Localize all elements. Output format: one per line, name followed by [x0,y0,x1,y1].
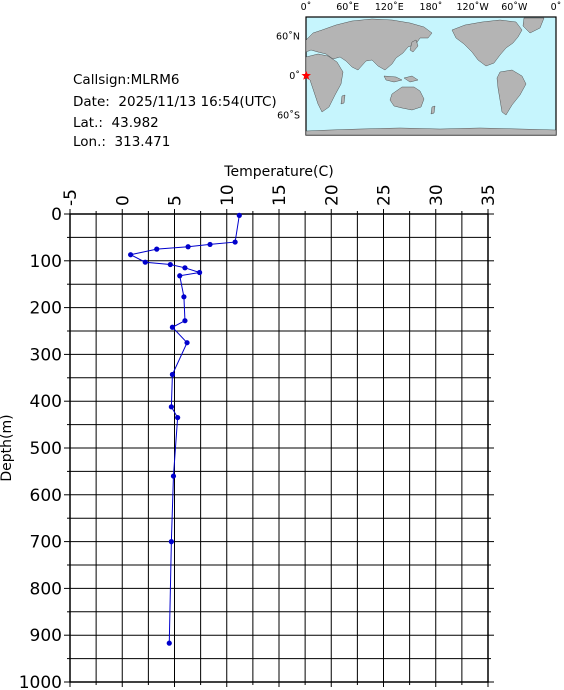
profile-point [196,269,203,276]
profile-point [182,265,188,271]
y-tick-label: 600 [30,486,62,506]
y-tick-label: 500 [30,439,62,459]
map-lat-label: 60˚N [276,32,300,43]
date-text: Date: 2025/11/13 16:54(UTC) [73,94,277,110]
axis-ticks [64,209,494,687]
map-land [305,17,557,136]
x-tick-label: 30 [427,184,447,206]
callsign-text: Callsign:MLRM6 [73,72,180,88]
profile-point [175,414,181,421]
profile-point [170,473,177,479]
profile-point [154,246,160,252]
map-lon-label: 0˚ [551,2,562,13]
profile-chart: -5 0 5 10 15 20 25 30 35 01002003004005006007008… [0,164,499,690]
profile-point [207,241,213,248]
profile-point [169,371,176,378]
land-antarctica [305,127,557,136]
map-lon-label: 60˚E [336,2,359,13]
profile-point [232,239,238,245]
map-lat-label: 0˚ [289,71,300,82]
x-tick-label: -5 [61,189,81,206]
series-temperature-profile [128,212,242,646]
land-australia [389,86,425,111]
map-left-labels: 60˚N 0˚ 60˚S [276,32,300,122]
x-tick-label: 20 [322,184,342,206]
land-greenland [522,17,545,34]
y-tick-label: 700 [30,533,62,553]
land-madagascar [340,94,346,105]
profile-point [177,273,183,279]
map-lon-label: 120˚E [375,2,404,13]
chart-grid [70,214,488,682]
y-tick-label: 300 [30,345,62,365]
profile-point [168,404,174,410]
map-lon-label: 60˚W [501,2,528,13]
y-tick-label: 800 [30,579,62,599]
latitude-text: Lat.: 43.982 [73,115,159,131]
y-tick-label: 900 [30,626,62,646]
y-tick-label: 200 [30,299,62,319]
land-japan [409,39,419,53]
world-map: 0˚ 60˚E 120˚E 180˚ 120˚W 60˚W 0˚ 60˚N 0˚ 60˚S [276,2,562,136]
x-tick-label: 10 [218,184,238,206]
profile-point [128,252,134,258]
station-star-icon [301,70,311,80]
profile-point [166,640,172,646]
y-tick-label: 0 [51,205,62,225]
land-eurasia [305,18,433,71]
map-top-labels: 0˚ 60˚E 120˚E 180˚ 120˚W 60˚W 0˚ [301,2,562,13]
x-tick-label: 5 [166,195,186,206]
profile-point [182,318,188,324]
x-axis-title: Temperature(C) [223,164,333,180]
land-north-america [451,19,523,67]
x-tick-labels: -5 0 5 10 15 20 25 30 35 [61,184,499,206]
map-lon-label: 120˚W [457,2,490,13]
station-marker-star [301,70,311,80]
profile-point [167,261,173,268]
profile-point [236,212,242,219]
profile-point [168,539,174,545]
land-africa [305,53,344,113]
land-new-zealand [430,105,436,115]
longitude-text: Lon.: 313.471 [73,134,171,150]
land-indonesia [383,75,419,83]
profile-point [184,340,190,346]
profile-point [169,324,176,330]
x-tick-label: 0 [113,195,133,206]
profile-point [181,294,187,300]
x-tick-label: 25 [375,184,395,206]
profile-point [185,244,191,250]
map-lon-label: 180˚ [420,2,443,13]
map-lon-label: 0˚ [301,2,312,13]
y-tick-label: 400 [30,392,62,412]
y-tick-label: 1000 [19,673,62,690]
y-tick-label: 100 [30,252,62,272]
land-south-america [496,69,527,116]
profile-line [129,215,240,644]
y-tick-labels: 0 100 200 300 400 500 600 700 800 900 1000 [19,205,62,690]
profile-point [142,259,148,265]
y-axis-title: Depth(m) [0,414,15,481]
map-lat-label: 60˚S [277,110,300,121]
x-tick-label: 35 [479,184,499,206]
x-tick-label: 15 [270,184,290,206]
